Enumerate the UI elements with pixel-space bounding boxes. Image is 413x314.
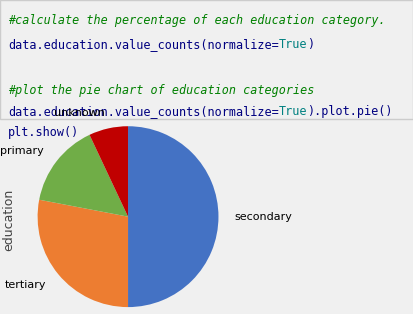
Text: ): ) [308,38,315,51]
Text: data.education.value_counts(normalize=: data.education.value_counts(normalize= [8,38,279,51]
Text: unknown: unknown [54,107,105,117]
Wedge shape [39,135,128,217]
Text: ).plot.pie(): ).plot.pie() [308,105,393,118]
Wedge shape [128,126,218,307]
Text: True: True [279,38,308,51]
Text: primary: primary [0,146,44,156]
Wedge shape [90,126,128,217]
Text: True: True [279,105,308,118]
Text: #calculate the percentage of each education category.: #calculate the percentage of each educat… [8,14,386,27]
Text: plt.show(): plt.show() [8,127,80,139]
Text: #plot the pie chart of education categories: #plot the pie chart of education categor… [8,84,315,96]
Text: data.education.value_counts(normalize=: data.education.value_counts(normalize= [8,105,279,118]
Wedge shape [38,200,128,307]
Text: tertiary: tertiary [4,280,46,290]
Text: education: education [2,189,15,251]
Text: secondary: secondary [235,212,293,222]
